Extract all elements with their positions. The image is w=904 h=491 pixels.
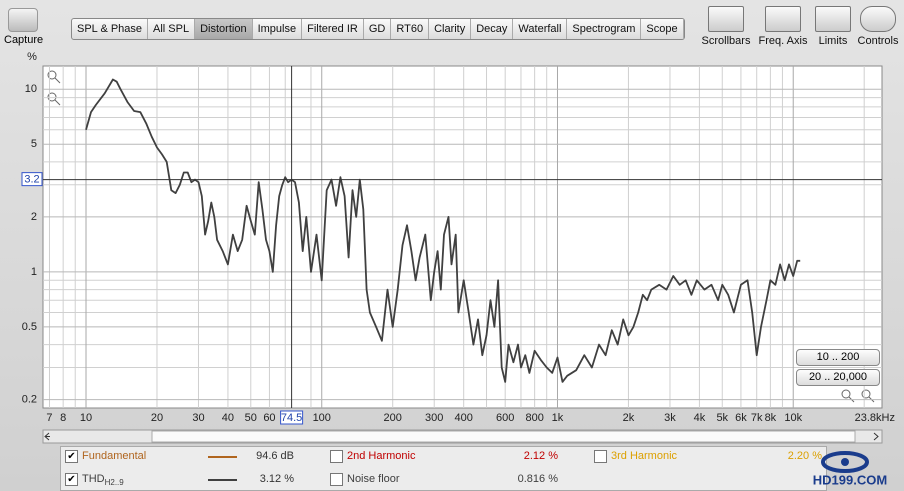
cursor-x-box (280, 410, 304, 425)
legend-label: Fundamental (82, 450, 147, 462)
x-tick-label: 2k (623, 412, 635, 424)
y-tick-label: 0.2 (22, 394, 37, 406)
checkbox[interactable] (330, 450, 343, 463)
toolbar-icon[interactable] (708, 6, 744, 32)
x-tick-label: 6k (735, 412, 747, 424)
legend-label: Noise floor (347, 473, 400, 485)
y-tick-label: 5 (31, 138, 37, 150)
watermark: HD199.COM (813, 451, 887, 487)
toolbar-button-label[interactable]: Controls (857, 35, 899, 47)
grid (43, 66, 882, 408)
zoom-button[interactable]: 10 .. 200 (796, 349, 880, 366)
legend-label: 2nd Harmonic (347, 450, 416, 462)
y-zoom-controls[interactable] (47, 70, 61, 106)
tab[interactable]: All SPL (148, 19, 196, 39)
legend-swatch (208, 456, 237, 458)
x-tick-label: 3k (664, 412, 676, 424)
tab[interactable]: Scope (641, 19, 684, 39)
x-tick-label: 600 (496, 412, 514, 424)
y-tick-label: 2 (31, 211, 37, 223)
x-tick-label: 300 (425, 412, 443, 424)
cursor-y-label: 3.2 (24, 174, 39, 186)
tab[interactable]: Distortion (195, 19, 253, 39)
x-tick-label: 100 (313, 412, 331, 424)
legend-value: 2.20 % (787, 450, 822, 462)
cursor-x-label: 74.5 (281, 412, 302, 424)
tab[interactable]: Spectrogram (567, 19, 642, 39)
x-tick-label: 4k (694, 412, 706, 424)
plot-area (42, 65, 883, 409)
checkbox[interactable] (330, 473, 343, 486)
tab-bar: SPL & Phase All SPL Distortion Impulse Filte… (71, 18, 685, 40)
capture-label[interactable]: Capture (4, 34, 44, 46)
tab[interactable]: GD (364, 19, 392, 39)
watermark-logo (821, 451, 869, 473)
x-tick-label: 800 (525, 412, 543, 424)
zoom-button[interactable]: 20 .. 20,000 (796, 369, 880, 386)
capture-icon[interactable] (8, 8, 38, 32)
x-tick-label: 40 (222, 412, 234, 424)
x-tick-label: 8 (60, 412, 66, 424)
x-tick-label: 400 (454, 412, 472, 424)
legend-label: THDH2..9 (82, 473, 124, 488)
tab[interactable]: Waterfall (513, 19, 568, 39)
x-tick-label: 8k (765, 412, 777, 424)
x-tick-label: 10k (784, 412, 802, 424)
x-tick-label: 200 (384, 412, 402, 424)
y-unit: % (27, 51, 37, 63)
tab[interactable]: Clarity (429, 19, 472, 39)
legend-swatch (208, 479, 237, 481)
tab[interactable]: Decay (471, 19, 514, 39)
x-tick-label: 7 (46, 412, 52, 424)
legend-label: 3rd Harmonic (611, 450, 678, 462)
x-tick-label: 10 (80, 412, 92, 424)
toolbar-icon[interactable] (765, 6, 801, 32)
toolbar-button-label[interactable]: Limits (818, 35, 848, 47)
legend-panel: ✔ Fundamental 94.6 dB 2nd Harmonic 2.12 % 3rd… (60, 446, 827, 491)
legend-value: 94.6 dB (256, 450, 294, 462)
tab[interactable]: SPL & Phase (72, 19, 149, 39)
x-tick-label: 60 (263, 412, 275, 424)
legend-value: 3.12 % (259, 473, 294, 485)
watermark-text: HD199.COM (813, 472, 887, 487)
x-tick-label: 20 (151, 412, 163, 424)
tab[interactable]: Impulse (253, 19, 303, 39)
legend-value: 0.816 % (517, 473, 558, 485)
thd-line (85, 78, 801, 383)
x-tick-label: 7k (751, 412, 763, 424)
y-tick-label: 10 (25, 83, 37, 95)
cursor-y-box (21, 172, 43, 187)
toolbar-icon[interactable] (815, 6, 851, 32)
tab[interactable]: Filtered IR (302, 19, 364, 39)
x-tick-label: 30 (192, 412, 204, 424)
checkbox[interactable]: ✔ (65, 450, 78, 463)
x-tick-label: 5k (716, 412, 728, 424)
toolbar-icon[interactable] (860, 6, 896, 32)
distortion-chart: % 7 8 10 20 30 40 50 60 100 200 300 400 600 800 1k 2k 3k… (21, 51, 895, 444)
x-tick-label: 23.8kHz (855, 412, 895, 424)
toolbar-button-label[interactable]: Freq. Axis (758, 35, 808, 47)
y-tick-label: 0.5 (22, 321, 37, 333)
x-tick-label: 50 (245, 412, 257, 424)
scrollbar[interactable] (42, 429, 883, 444)
x-tick-label: 1k (552, 412, 564, 424)
watermark-logo (841, 458, 849, 466)
checkbox[interactable] (594, 450, 607, 463)
toolbar-button-label[interactable]: Scrollbars (701, 35, 751, 47)
y-tick-label: 1 (31, 266, 37, 278)
checkbox[interactable]: ✔ (65, 473, 78, 486)
legend-subscript: H2..9 (104, 478, 124, 488)
legend-value: 2.12 % (523, 450, 558, 462)
tab[interactable]: RT60 (391, 19, 430, 39)
